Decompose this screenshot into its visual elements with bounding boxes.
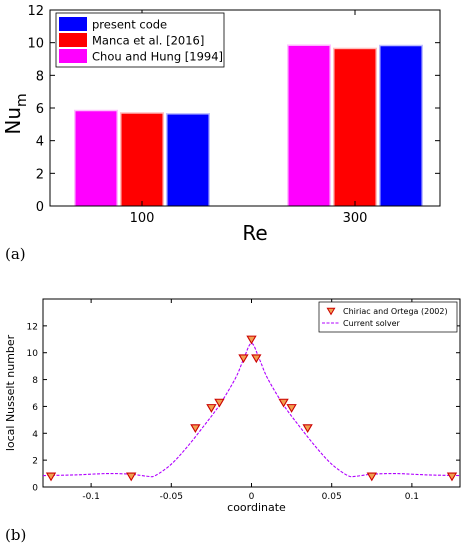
bar-manca-et-al-2016-100 xyxy=(121,113,163,206)
y-tick-label-b: 6 xyxy=(32,403,38,413)
legend-b: Chiriac and Ortega (2002) Current solver xyxy=(318,301,458,333)
data-point-chiriac-and-ortega-2002 xyxy=(278,398,289,408)
legend-label-a: Chou and Hung [1994] xyxy=(92,50,223,64)
y-label-main-a: Nu xyxy=(1,107,25,135)
data-point-chiriac-and-ortega-2002 xyxy=(206,404,217,413)
bar-present-code-100 xyxy=(167,114,209,206)
y-tick-label-b: 8 xyxy=(32,376,38,386)
legend-marker-b xyxy=(326,307,336,316)
bar-present-code-300 xyxy=(380,46,422,207)
legend-swatch-a xyxy=(59,33,87,47)
legend-label-a: present code xyxy=(92,18,167,32)
y-tick-label-a: 8 xyxy=(36,69,44,84)
data-point-chiriac-and-ortega-2002 xyxy=(190,424,201,433)
data-point-chiriac-and-ortega-2002 xyxy=(214,398,225,408)
y-axis-label-b: local Nusselt number xyxy=(4,334,17,451)
data-point-chiriac-and-ortega-2002 xyxy=(366,472,377,482)
legend-label-a: Manca et al. [2016] xyxy=(92,34,204,48)
data-point-chiriac-and-ortega-2002 xyxy=(302,424,313,433)
data-point-chiriac-and-ortega-2002 xyxy=(126,472,137,482)
y-tick-label-a: 2 xyxy=(36,167,44,182)
data-point-chiriac-and-ortega-2002 xyxy=(251,354,262,364)
data-point-chiriac-and-ortega-2002 xyxy=(246,335,257,345)
scatter-chart-panel-b: 0 2 4 6 8 10 12 -0.1 -0.05 0 0.05 0.1 coordinate l… xyxy=(4,298,461,544)
y-tick-label-a: 6 xyxy=(36,102,44,117)
legend-a: present code Manca et al. [2016] Chou and … xyxy=(55,12,225,68)
x-tick-label-b: 0 xyxy=(249,492,255,502)
y-tick-label-b: 4 xyxy=(32,430,38,440)
data-point-chiriac-and-ortega-2002 xyxy=(45,472,57,482)
legend-label-b: Current solver xyxy=(343,319,401,328)
panel-label-a: (a) xyxy=(5,245,26,263)
y-tick-label-b: 0 xyxy=(32,484,38,494)
legend-swatch-a xyxy=(59,17,87,31)
y-tick-label-b: 10 xyxy=(27,349,39,359)
legend-label-b: Chiriac and Ortega (2002) xyxy=(343,307,448,316)
legend-swatch-a xyxy=(59,49,87,63)
series-line-current-solver xyxy=(42,342,461,478)
data-point-chiriac-and-ortega-2002 xyxy=(238,354,249,364)
legend-box-b xyxy=(318,301,458,333)
y-tick-label-b: 12 xyxy=(27,322,38,332)
bar-chou-and-hung-1994-300 xyxy=(288,45,330,206)
bar-manca-et-al-2016-300 xyxy=(334,49,376,207)
x-axis-label-a: Re xyxy=(242,221,267,245)
data-point-chiriac-and-ortega-2002 xyxy=(286,404,297,413)
bar-chou-and-hung-1994-100 xyxy=(75,111,117,206)
y-tick-label-a: 4 xyxy=(36,135,44,150)
panel-label-b: (b) xyxy=(5,526,26,544)
x-tick-label-a: 100 xyxy=(130,211,155,226)
y-tick-label-a: 12 xyxy=(27,4,44,19)
y-tick-label-a: 0 xyxy=(36,200,44,215)
x-tick-label-b: -0.1 xyxy=(82,492,100,502)
data-point-chiriac-and-ortega-2002 xyxy=(446,472,458,482)
y-tick-label-b: 2 xyxy=(32,457,38,467)
x-tick-label-b: 0.05 xyxy=(322,492,342,502)
y-tick-label-a: 10 xyxy=(27,37,44,52)
x-tick-label-b: 0.1 xyxy=(405,492,419,502)
bar-chart-panel-a: 0 2 4 6 8 10 12 100 300 Re Num present code Manc… xyxy=(1,4,441,263)
x-tick-label-a: 300 xyxy=(343,211,368,226)
x-tick-label-b: -0.05 xyxy=(160,492,183,502)
x-axis-label-b: coordinate xyxy=(227,501,286,514)
y-axis-label-a: Num xyxy=(1,93,30,134)
y-label-sub-a: m xyxy=(14,93,30,107)
